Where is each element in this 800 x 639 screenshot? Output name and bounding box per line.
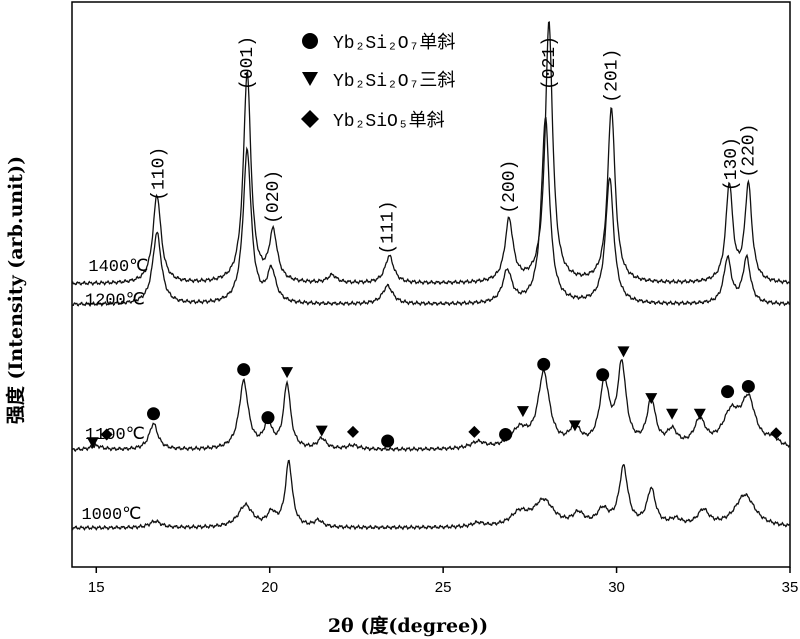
circle-marker — [721, 385, 735, 399]
triangle-down-marker — [516, 406, 529, 418]
circle-marker — [499, 428, 513, 442]
peak-label: (110) — [150, 147, 170, 201]
peak-label: (200) — [500, 160, 520, 214]
series-line — [71, 359, 791, 453]
x-axis: 15 20 25 30 35 — [88, 567, 798, 596]
x-tick-label: 35 — [782, 579, 799, 596]
circle-marker — [237, 363, 251, 377]
legend-triangle-down-icon — [302, 72, 318, 86]
legend-item-1: Yb₂Si₂O₇单斜 — [302, 32, 455, 54]
x-tick-label: 20 — [261, 579, 278, 596]
peak-label: (220) — [739, 124, 759, 178]
peak-label: (020) — [264, 170, 284, 224]
peak-labels: (110) (001) (020) (111) (200) (021) (201) (130)… — [150, 36, 760, 255]
triangle-down-marker — [568, 420, 581, 432]
triangle-down-marker — [666, 408, 679, 420]
circle-marker — [381, 434, 395, 448]
circle-marker — [147, 407, 161, 421]
series-layer — [71, 21, 791, 531]
series-line — [71, 459, 791, 531]
circle-marker — [596, 368, 610, 382]
triangle-down-marker — [86, 437, 99, 449]
plot-frame — [71, 1, 791, 568]
legend-label-3: Yb₂SiO₅单斜 — [333, 110, 445, 132]
temperature-labels: 1400℃ 1200℃ 1100℃ 1000℃ — [81, 258, 148, 525]
triangle-down-marker — [617, 346, 630, 358]
triangle-down-marker — [693, 408, 706, 420]
triangle-down-marker — [281, 367, 294, 379]
temperature-label: 1000℃ — [81, 506, 141, 525]
temperature-label: 1100℃ — [85, 426, 145, 445]
x-tick-label: 15 — [88, 579, 105, 596]
legend-item-2: Yb₂Si₂O₇三斜 — [302, 70, 455, 92]
diamond-marker — [346, 425, 359, 438]
legend: Yb₂Si₂O₇单斜 Yb₂Si₂O₇三斜 Yb₂SiO₅单斜 — [301, 32, 455, 132]
x-tick-label: 25 — [435, 579, 452, 596]
triangle-down-marker — [315, 425, 328, 437]
series-line — [71, 21, 791, 287]
phase-markers — [86, 346, 783, 449]
diamond-marker — [770, 427, 783, 440]
circle-marker — [741, 379, 755, 393]
x-tick-label: 30 — [608, 579, 625, 596]
circle-marker — [261, 411, 275, 425]
peak-label: (001) — [238, 36, 258, 90]
legend-label-1: Yb₂Si₂O₇单斜 — [333, 32, 455, 54]
legend-diamond-icon — [301, 110, 319, 128]
peak-label: (201) — [602, 49, 622, 103]
diamond-marker — [100, 428, 113, 441]
peak-label: (130) — [722, 137, 742, 191]
diamond-marker — [468, 425, 481, 438]
x-axis-title: 2θ (度(degree)) — [328, 614, 488, 637]
temperature-label: 1200℃ — [85, 292, 145, 311]
triangle-down-marker — [645, 393, 658, 405]
series-line — [71, 116, 791, 308]
legend-circle-icon — [302, 33, 318, 49]
peak-label: (021) — [540, 36, 560, 90]
circle-marker — [537, 357, 551, 371]
y-axis-title: 强度 (Intensity (arb.unit)) — [4, 156, 27, 424]
legend-label-2: Yb₂Si₂O₇三斜 — [333, 70, 455, 92]
peak-label: (111) — [379, 200, 399, 254]
temperature-label: 1400℃ — [88, 258, 148, 277]
legend-item-3: Yb₂SiO₅单斜 — [301, 110, 445, 132]
